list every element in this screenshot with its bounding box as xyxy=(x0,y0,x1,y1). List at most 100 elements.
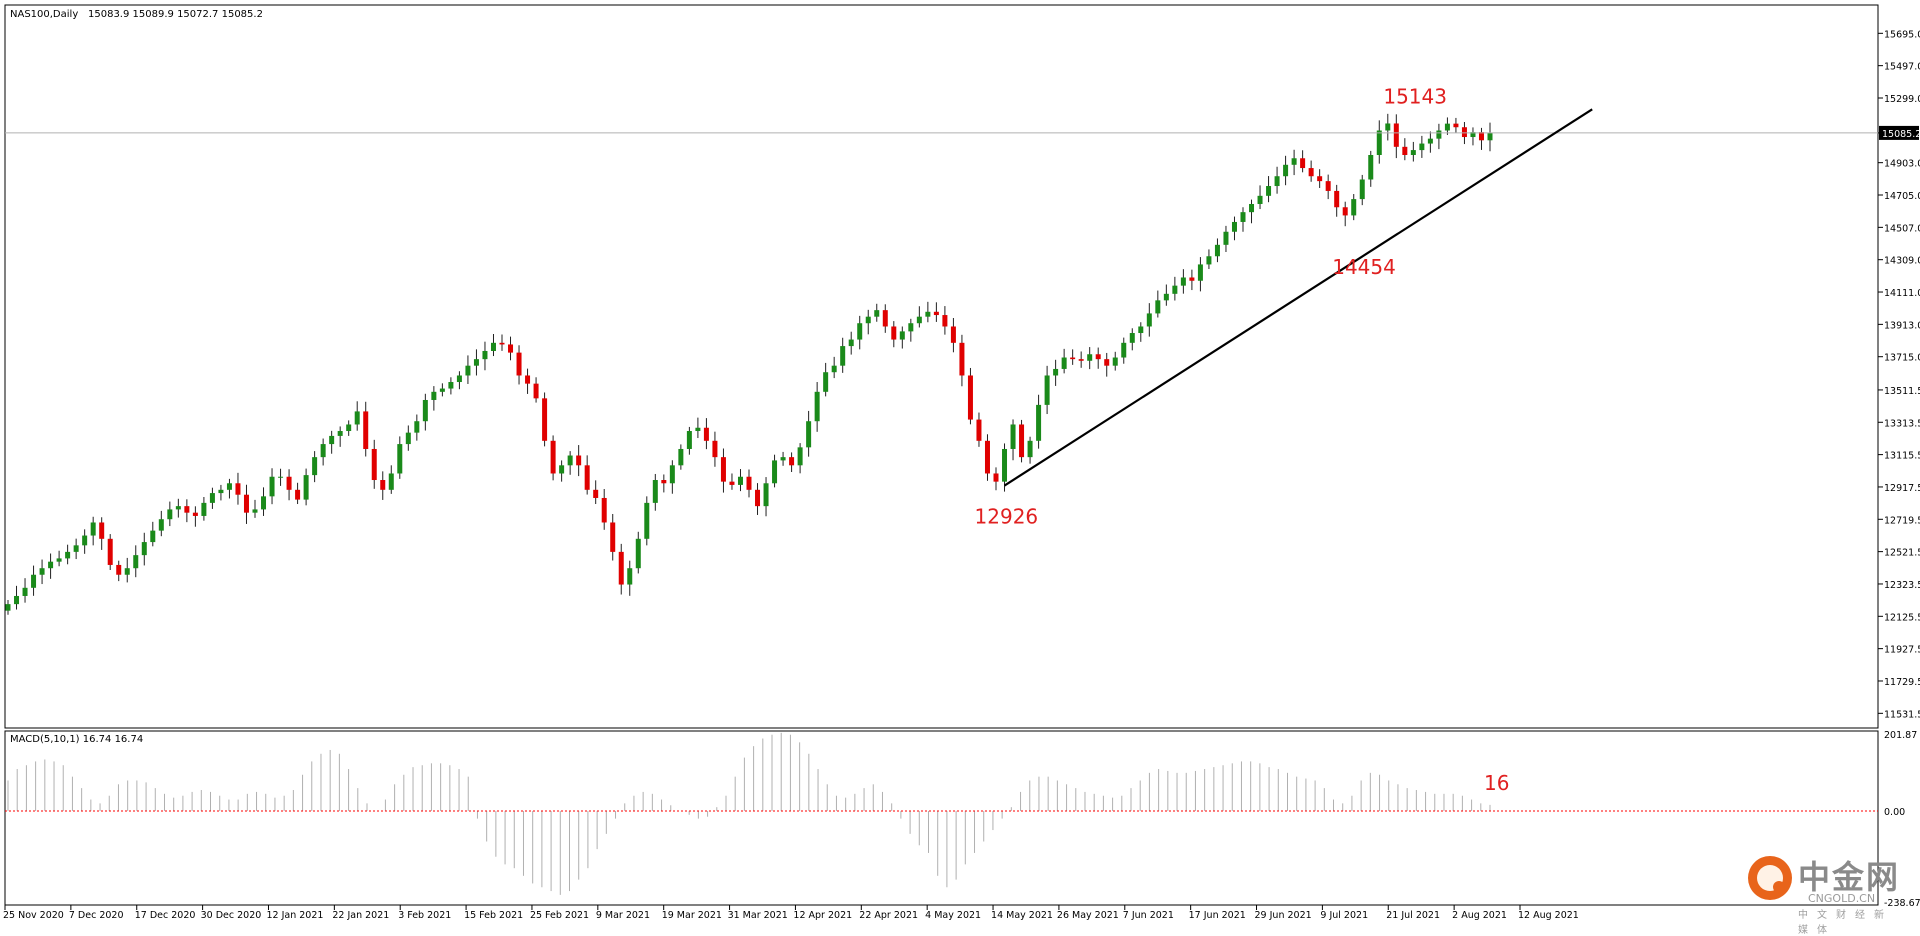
price-tick-label: 12521.5 xyxy=(1884,548,1920,559)
candle-body xyxy=(1487,132,1493,141)
candle-body xyxy=(1283,164,1289,177)
candle-body xyxy=(1240,212,1246,222)
candle-body xyxy=(1095,354,1101,360)
time-tick-label: 7 Dec 2020 xyxy=(69,910,124,921)
macd-value-label: 16 xyxy=(1484,771,1509,795)
price-tick-label: 14111.0 xyxy=(1884,288,1920,299)
macd-pane[interactable] xyxy=(4,730,1879,906)
candle-body xyxy=(1419,143,1425,151)
candles xyxy=(5,113,1493,615)
candle-body xyxy=(243,494,249,513)
candle-body xyxy=(993,473,999,482)
candle-body xyxy=(652,480,658,503)
price-tick-label: 13913.0 xyxy=(1884,320,1920,331)
candle-body xyxy=(1163,293,1169,301)
price-tick-label: 13313.5 xyxy=(1884,418,1920,429)
candle-body xyxy=(65,551,71,559)
price-tick-label: 15497.0 xyxy=(1884,62,1920,73)
candle-body xyxy=(1231,221,1237,232)
time-tick-label: 12 Apr 2021 xyxy=(793,910,852,921)
time-tick-label: 17 Dec 2020 xyxy=(135,910,196,921)
candle-body xyxy=(831,365,837,373)
candle-body xyxy=(1223,231,1229,245)
candle-body xyxy=(482,350,488,360)
candle-body xyxy=(661,480,667,484)
time-tick-label: 9 Jul 2021 xyxy=(1320,910,1368,921)
candle-body xyxy=(1129,333,1135,343)
candle-body xyxy=(763,483,769,507)
candle-body xyxy=(1027,440,1033,458)
candle-body xyxy=(1061,357,1067,369)
candle-body xyxy=(925,311,931,317)
candle-body xyxy=(363,411,369,449)
candle-body xyxy=(252,509,258,513)
candle-body xyxy=(848,339,854,347)
price-tick-label: 15299.0 xyxy=(1884,94,1920,105)
candle-body xyxy=(644,502,650,539)
candle-body xyxy=(1410,150,1416,155)
candle-body xyxy=(286,476,292,490)
candle-body xyxy=(686,431,692,449)
candle-body xyxy=(99,522,105,539)
candle-body xyxy=(746,476,752,490)
candle-body xyxy=(82,535,88,546)
price-tick-label: 11531.5 xyxy=(1884,709,1920,720)
logo-cn: 中文财经新媒体 xyxy=(1798,910,1893,936)
candle-body xyxy=(1300,158,1306,169)
candle-body xyxy=(508,344,514,353)
logo-sub: CNGOLD.CN xyxy=(1808,892,1876,905)
overlays: 12926 14454 15143 16 xyxy=(5,84,1878,812)
candle-body xyxy=(1172,285,1178,294)
candle-body xyxy=(899,331,905,340)
candle-body xyxy=(1112,357,1118,366)
candle-body xyxy=(959,342,965,376)
candle-body xyxy=(1010,424,1016,449)
candle-body xyxy=(388,473,394,490)
price-tick-label: 12125.5 xyxy=(1884,612,1920,623)
candle-body xyxy=(116,564,122,575)
candle-body xyxy=(1180,277,1186,286)
candle-body xyxy=(1317,176,1323,182)
candle-body xyxy=(891,326,897,340)
candle-body xyxy=(533,383,539,399)
candle-body xyxy=(976,419,982,441)
swing-label: 12926 xyxy=(975,505,1039,529)
candle-body xyxy=(1146,313,1152,327)
time-tick-label: 21 Jul 2021 xyxy=(1386,910,1440,921)
candle-body xyxy=(397,444,403,474)
candle-body xyxy=(601,497,607,523)
candle-body xyxy=(772,460,778,484)
candle-body xyxy=(1334,190,1340,208)
candle-body xyxy=(1036,404,1042,441)
candle-body xyxy=(1478,132,1484,141)
candle-body xyxy=(1019,424,1025,458)
candle-body xyxy=(192,512,198,516)
candle-body xyxy=(371,448,377,481)
candle-body xyxy=(405,432,411,445)
candle-body xyxy=(1249,203,1255,213)
current-price-box xyxy=(1879,125,1919,140)
candle-body xyxy=(473,359,479,366)
price-pane[interactable] xyxy=(4,4,1879,729)
time-tick-label: 31 Mar 2021 xyxy=(728,910,788,921)
time-axis: 25 Nov 2020 7 Dec 2020 17 Dec 2020 30 Dec 2… xyxy=(3,905,1579,921)
candle-body xyxy=(158,519,164,531)
candle-body xyxy=(1274,176,1280,187)
candle-body xyxy=(431,391,437,400)
candle-body xyxy=(235,483,241,495)
time-tick-label: 12 Aug 2021 xyxy=(1518,910,1579,921)
time-tick-label: 29 Jun 2021 xyxy=(1255,910,1312,921)
price-tick-label: 12917.5 xyxy=(1884,483,1920,494)
time-tick-label: 4 May 2021 xyxy=(925,910,981,921)
candle-body xyxy=(916,316,922,324)
candle-body xyxy=(175,506,181,510)
candle-body xyxy=(627,568,633,585)
candle-body xyxy=(303,475,309,500)
candle-body xyxy=(593,489,599,498)
logo-name: 中金网 xyxy=(1798,858,1901,896)
candle-body xyxy=(337,431,343,436)
candle-body xyxy=(133,555,139,569)
time-tick-label: 7 Jun 2021 xyxy=(1123,910,1174,921)
